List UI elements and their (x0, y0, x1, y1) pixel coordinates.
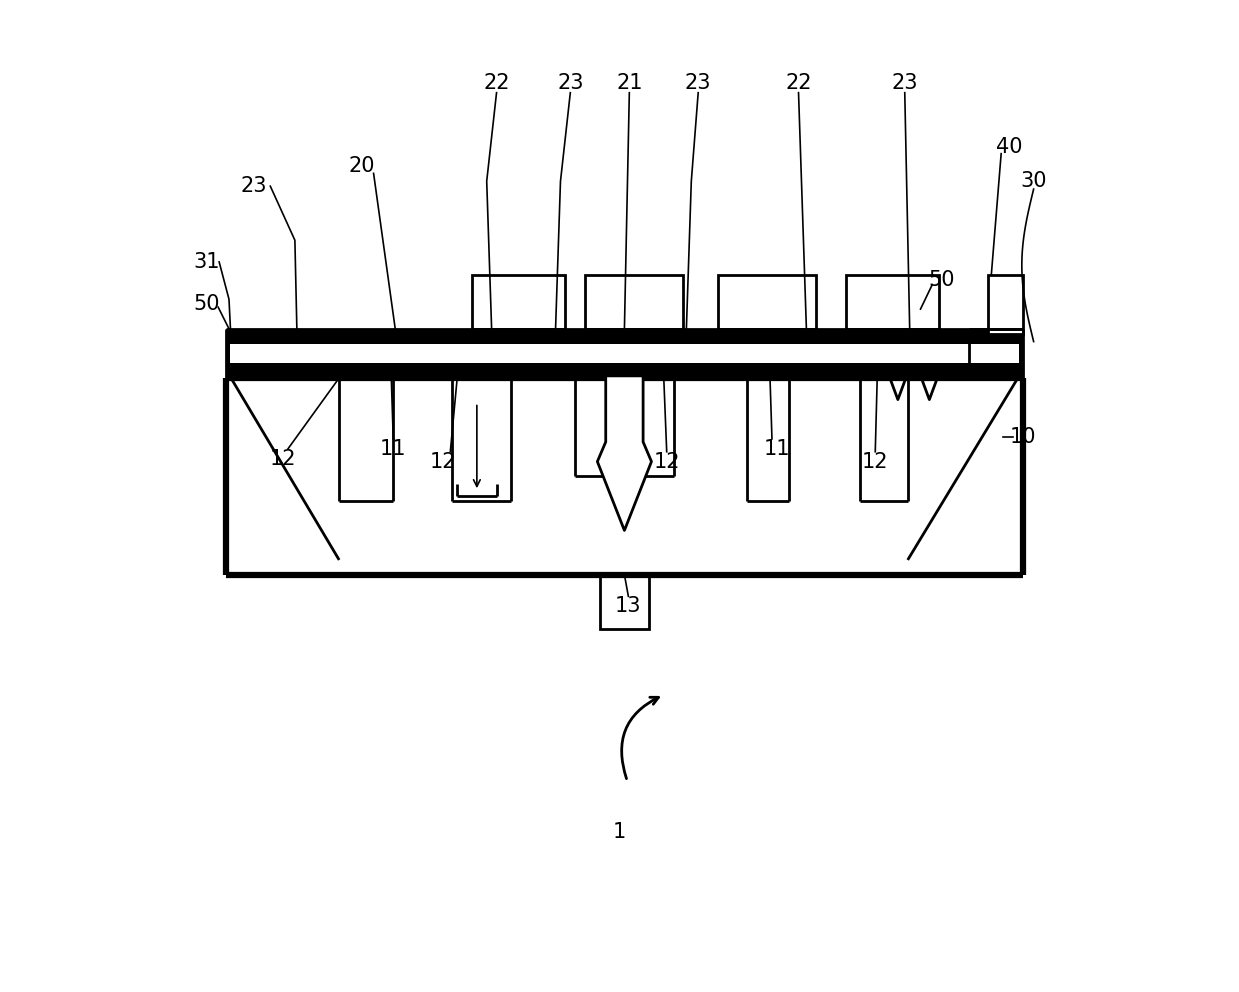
Bar (989, 275, 1023, 333)
Bar (225, 328, 1023, 378)
Text: 1: 1 (613, 822, 626, 842)
Text: 23: 23 (892, 72, 918, 93)
Text: 12: 12 (270, 448, 296, 468)
Text: 12: 12 (862, 451, 888, 471)
Text: 22: 22 (786, 72, 812, 93)
Text: 23: 23 (240, 177, 266, 196)
Bar (600, 574, 649, 629)
Text: 12: 12 (429, 451, 456, 471)
Text: 10: 10 (1010, 427, 1036, 447)
Text: 50: 50 (193, 295, 219, 314)
Text: 21: 21 (616, 72, 643, 93)
Polygon shape (597, 378, 652, 531)
Text: 11: 11 (380, 438, 406, 458)
Bar (717, 275, 817, 328)
Text: 23: 23 (685, 72, 711, 93)
Text: 22: 22 (483, 72, 509, 93)
Bar (585, 275, 684, 328)
Text: 13: 13 (615, 596, 642, 616)
Bar (230, 344, 1018, 363)
Text: 31: 31 (193, 252, 219, 272)
Text: 12: 12 (653, 451, 680, 471)
Text: 23: 23 (558, 72, 584, 93)
Text: 30: 30 (1021, 172, 1047, 191)
Text: 40: 40 (996, 137, 1022, 157)
Bar (472, 275, 565, 328)
Text: 20: 20 (348, 157, 375, 177)
Text: 11: 11 (763, 438, 790, 458)
Text: 50: 50 (928, 270, 954, 290)
Bar (846, 275, 939, 328)
